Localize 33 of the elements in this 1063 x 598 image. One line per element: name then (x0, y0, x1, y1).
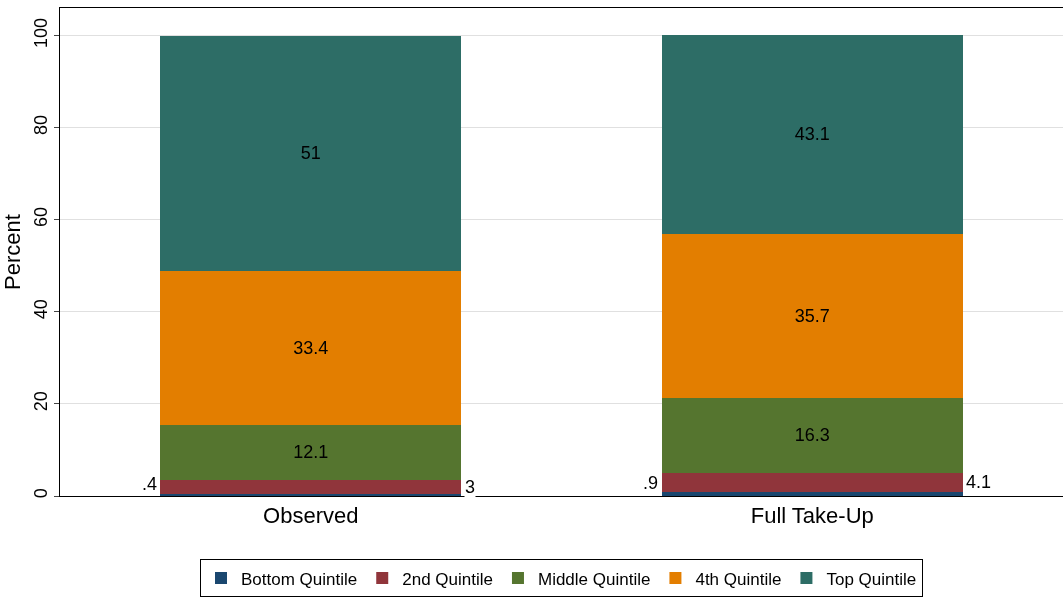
bar (661, 233, 963, 398)
data-label: 43.1 (794, 124, 830, 145)
y-tick-label: 100 (30, 17, 51, 48)
legend-label: 4th Quintile (695, 569, 782, 589)
data-label: 3 (465, 477, 476, 497)
bar (661, 472, 963, 492)
y-axis-title: Percent (0, 214, 25, 290)
y-tick-label: 80 (30, 114, 51, 136)
bar (661, 397, 963, 473)
bar (661, 35, 963, 234)
data-label: 51 (300, 143, 321, 164)
legend-label: Middle Quintile (537, 569, 651, 589)
y-tick-label: 20 (30, 391, 51, 412)
bar (160, 270, 462, 425)
y-tick-label: 40 (30, 299, 51, 320)
data-label: 33.4 (293, 337, 329, 358)
data-label: 12.1 (293, 442, 329, 463)
y-tick-label: 0 (30, 488, 51, 499)
bar (160, 424, 462, 481)
bar (160, 36, 462, 271)
legend-label: Bottom Quintile (241, 569, 358, 589)
data-label: 35.7 (794, 305, 830, 326)
data-label: .9 (643, 473, 659, 493)
x-tick-label: Full Take-Up (750, 503, 874, 529)
bar (160, 480, 462, 495)
x-tick-label: Observed (263, 503, 359, 529)
y-tick-label: 60 (30, 207, 51, 228)
data-label: 16.3 (794, 425, 830, 446)
legend-label: Top Quintile (826, 569, 917, 589)
bar (661, 491, 963, 496)
legend-label: 2nd Quintile (402, 569, 493, 589)
data-label: .4 (142, 474, 158, 494)
data-label: 4.1 (966, 472, 992, 492)
